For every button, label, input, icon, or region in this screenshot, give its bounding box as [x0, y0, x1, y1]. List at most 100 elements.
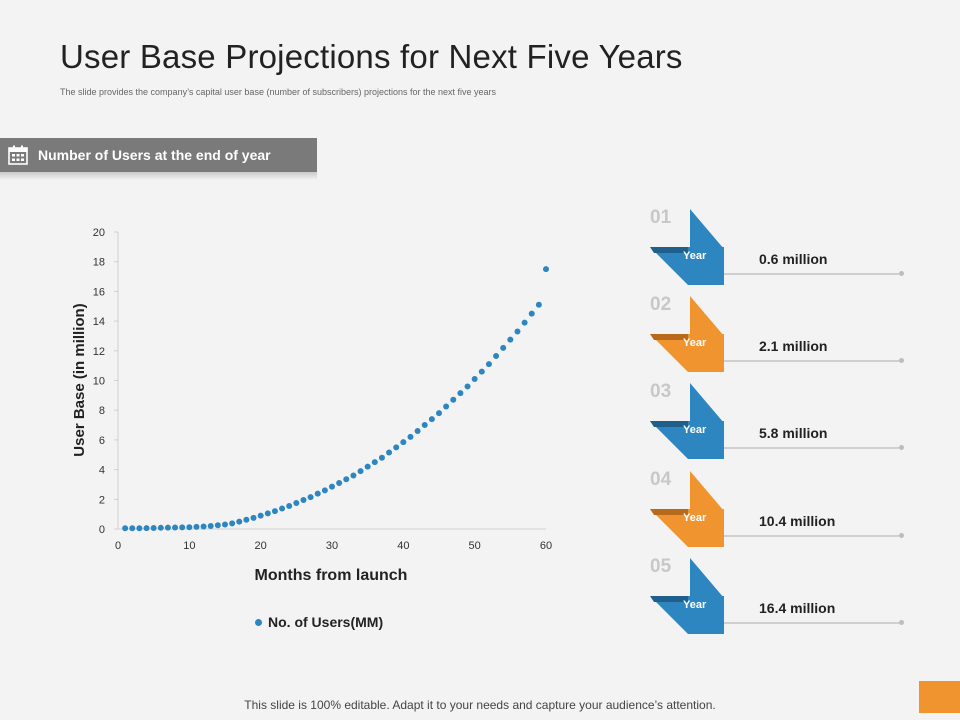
- data-point: [229, 520, 236, 527]
- data-point: [414, 427, 421, 434]
- y-tick-label: 10: [93, 376, 105, 388]
- y-tick-label: 8: [99, 405, 105, 417]
- year-divider: [724, 273, 899, 275]
- data-point: [507, 336, 514, 343]
- year-ribbon: [650, 471, 724, 547]
- y-axis-ticks: 0 2 4 6 8 10 12 14 16 18 20: [93, 227, 118, 536]
- data-point: [271, 508, 278, 515]
- year-divider: [724, 447, 899, 449]
- data-point: [293, 500, 300, 507]
- year-ribbon: [650, 209, 724, 285]
- year-number: 04: [650, 469, 672, 490]
- y-tick-label: 12: [93, 346, 105, 358]
- year-number: 01: [650, 207, 672, 228]
- year-item: 02 Year 2.1 million: [640, 294, 910, 374]
- data-point: [222, 521, 228, 528]
- page-subtitle: The slide provides the company’s capital…: [60, 87, 497, 97]
- data-point: [350, 472, 357, 479]
- x-tick-label: 50: [469, 540, 481, 552]
- data-point: [386, 449, 393, 456]
- year-value: 0.6 million: [759, 251, 828, 267]
- year-divider-dot: [899, 445, 904, 450]
- data-point: [543, 266, 549, 273]
- x-tick-label: 40: [397, 540, 409, 552]
- year-item: 05 Year 16.4 million: [640, 556, 910, 636]
- calendar-icon: [8, 145, 28, 165]
- data-point: [307, 494, 314, 501]
- data-point: [464, 383, 471, 390]
- year-value: 5.8 million: [759, 425, 828, 441]
- y-tick-label: 20: [93, 227, 105, 239]
- data-point: [150, 524, 157, 531]
- y-tick-label: 14: [93, 316, 105, 328]
- year-label: Year: [683, 424, 707, 436]
- data-point: [428, 416, 435, 423]
- year-item: 03 Year 5.8 million: [640, 381, 910, 461]
- year-label: Year: [683, 250, 707, 262]
- banner-label: Number of Users at the end of year: [38, 147, 271, 163]
- banner-shadow: [0, 172, 317, 180]
- data-point: [157, 524, 164, 531]
- y-tick-label: 4: [99, 465, 105, 477]
- year-number: 02: [650, 294, 672, 315]
- page-title: User Base Projections for Next Five Year…: [60, 38, 683, 75]
- year-item: 04 Year 10.4 million: [640, 469, 910, 549]
- data-point: [186, 524, 193, 531]
- data-point: [286, 502, 293, 509]
- x-tick-label: 10: [183, 540, 195, 552]
- year-number: 05: [650, 556, 672, 577]
- data-point: [500, 344, 507, 351]
- year-divider-dot: [899, 620, 904, 625]
- data-point: [378, 454, 385, 461]
- data-point: [179, 524, 186, 531]
- year-divider-dot: [899, 533, 904, 538]
- year-ribbon: [650, 558, 724, 634]
- year-divider-dot: [899, 271, 904, 276]
- y-axis-label: User Base (in million): [71, 303, 88, 456]
- y-tick-label: 0: [99, 524, 105, 536]
- data-point: [279, 505, 286, 512]
- data-point: [257, 512, 264, 519]
- year-divider: [724, 622, 899, 624]
- x-tick-label: 0: [115, 540, 121, 552]
- data-point: [535, 301, 542, 308]
- section-banner: Number of Users at the end of year: [0, 138, 317, 172]
- data-point: [393, 444, 400, 451]
- data-point: [329, 483, 335, 490]
- year-divider: [724, 535, 899, 537]
- year-item: 01 Year 0.6 million: [640, 207, 910, 287]
- corner-accent: [919, 681, 960, 713]
- data-point: [314, 490, 321, 497]
- data-point: [207, 523, 214, 530]
- data-point: [193, 523, 200, 530]
- x-tick-label: 60: [540, 540, 552, 552]
- data-point: [343, 476, 350, 483]
- year-value: 10.4 million: [759, 513, 836, 529]
- x-tick-label: 30: [326, 540, 338, 552]
- footer-note: This slide is 100% editable. Adapt it to…: [244, 698, 716, 712]
- data-point: [407, 433, 414, 440]
- year-label: Year: [683, 337, 707, 349]
- data-point: [471, 376, 478, 383]
- series-points: [122, 266, 549, 532]
- y-tick-label: 2: [99, 494, 105, 506]
- y-tick-label: 6: [99, 435, 105, 447]
- data-point: [236, 518, 243, 525]
- data-point: [243, 516, 250, 523]
- data-point: [200, 523, 207, 530]
- data-point: [371, 459, 378, 466]
- year-divider-dot: [899, 358, 904, 363]
- data-point: [143, 525, 150, 532]
- data-point: [400, 439, 407, 446]
- data-point: [364, 463, 371, 470]
- data-point: [436, 410, 442, 417]
- x-axis-ticks: 0 10 20 30 40 50 60: [115, 540, 552, 552]
- legend-label: No. of Users(MM): [268, 614, 384, 630]
- year-divider: [724, 360, 899, 362]
- x-tick-label: 20: [255, 540, 267, 552]
- data-point: [129, 525, 136, 532]
- year-label: Year: [683, 599, 707, 611]
- year-label: Year: [683, 512, 707, 524]
- data-point: [457, 390, 464, 397]
- data-point: [493, 352, 500, 359]
